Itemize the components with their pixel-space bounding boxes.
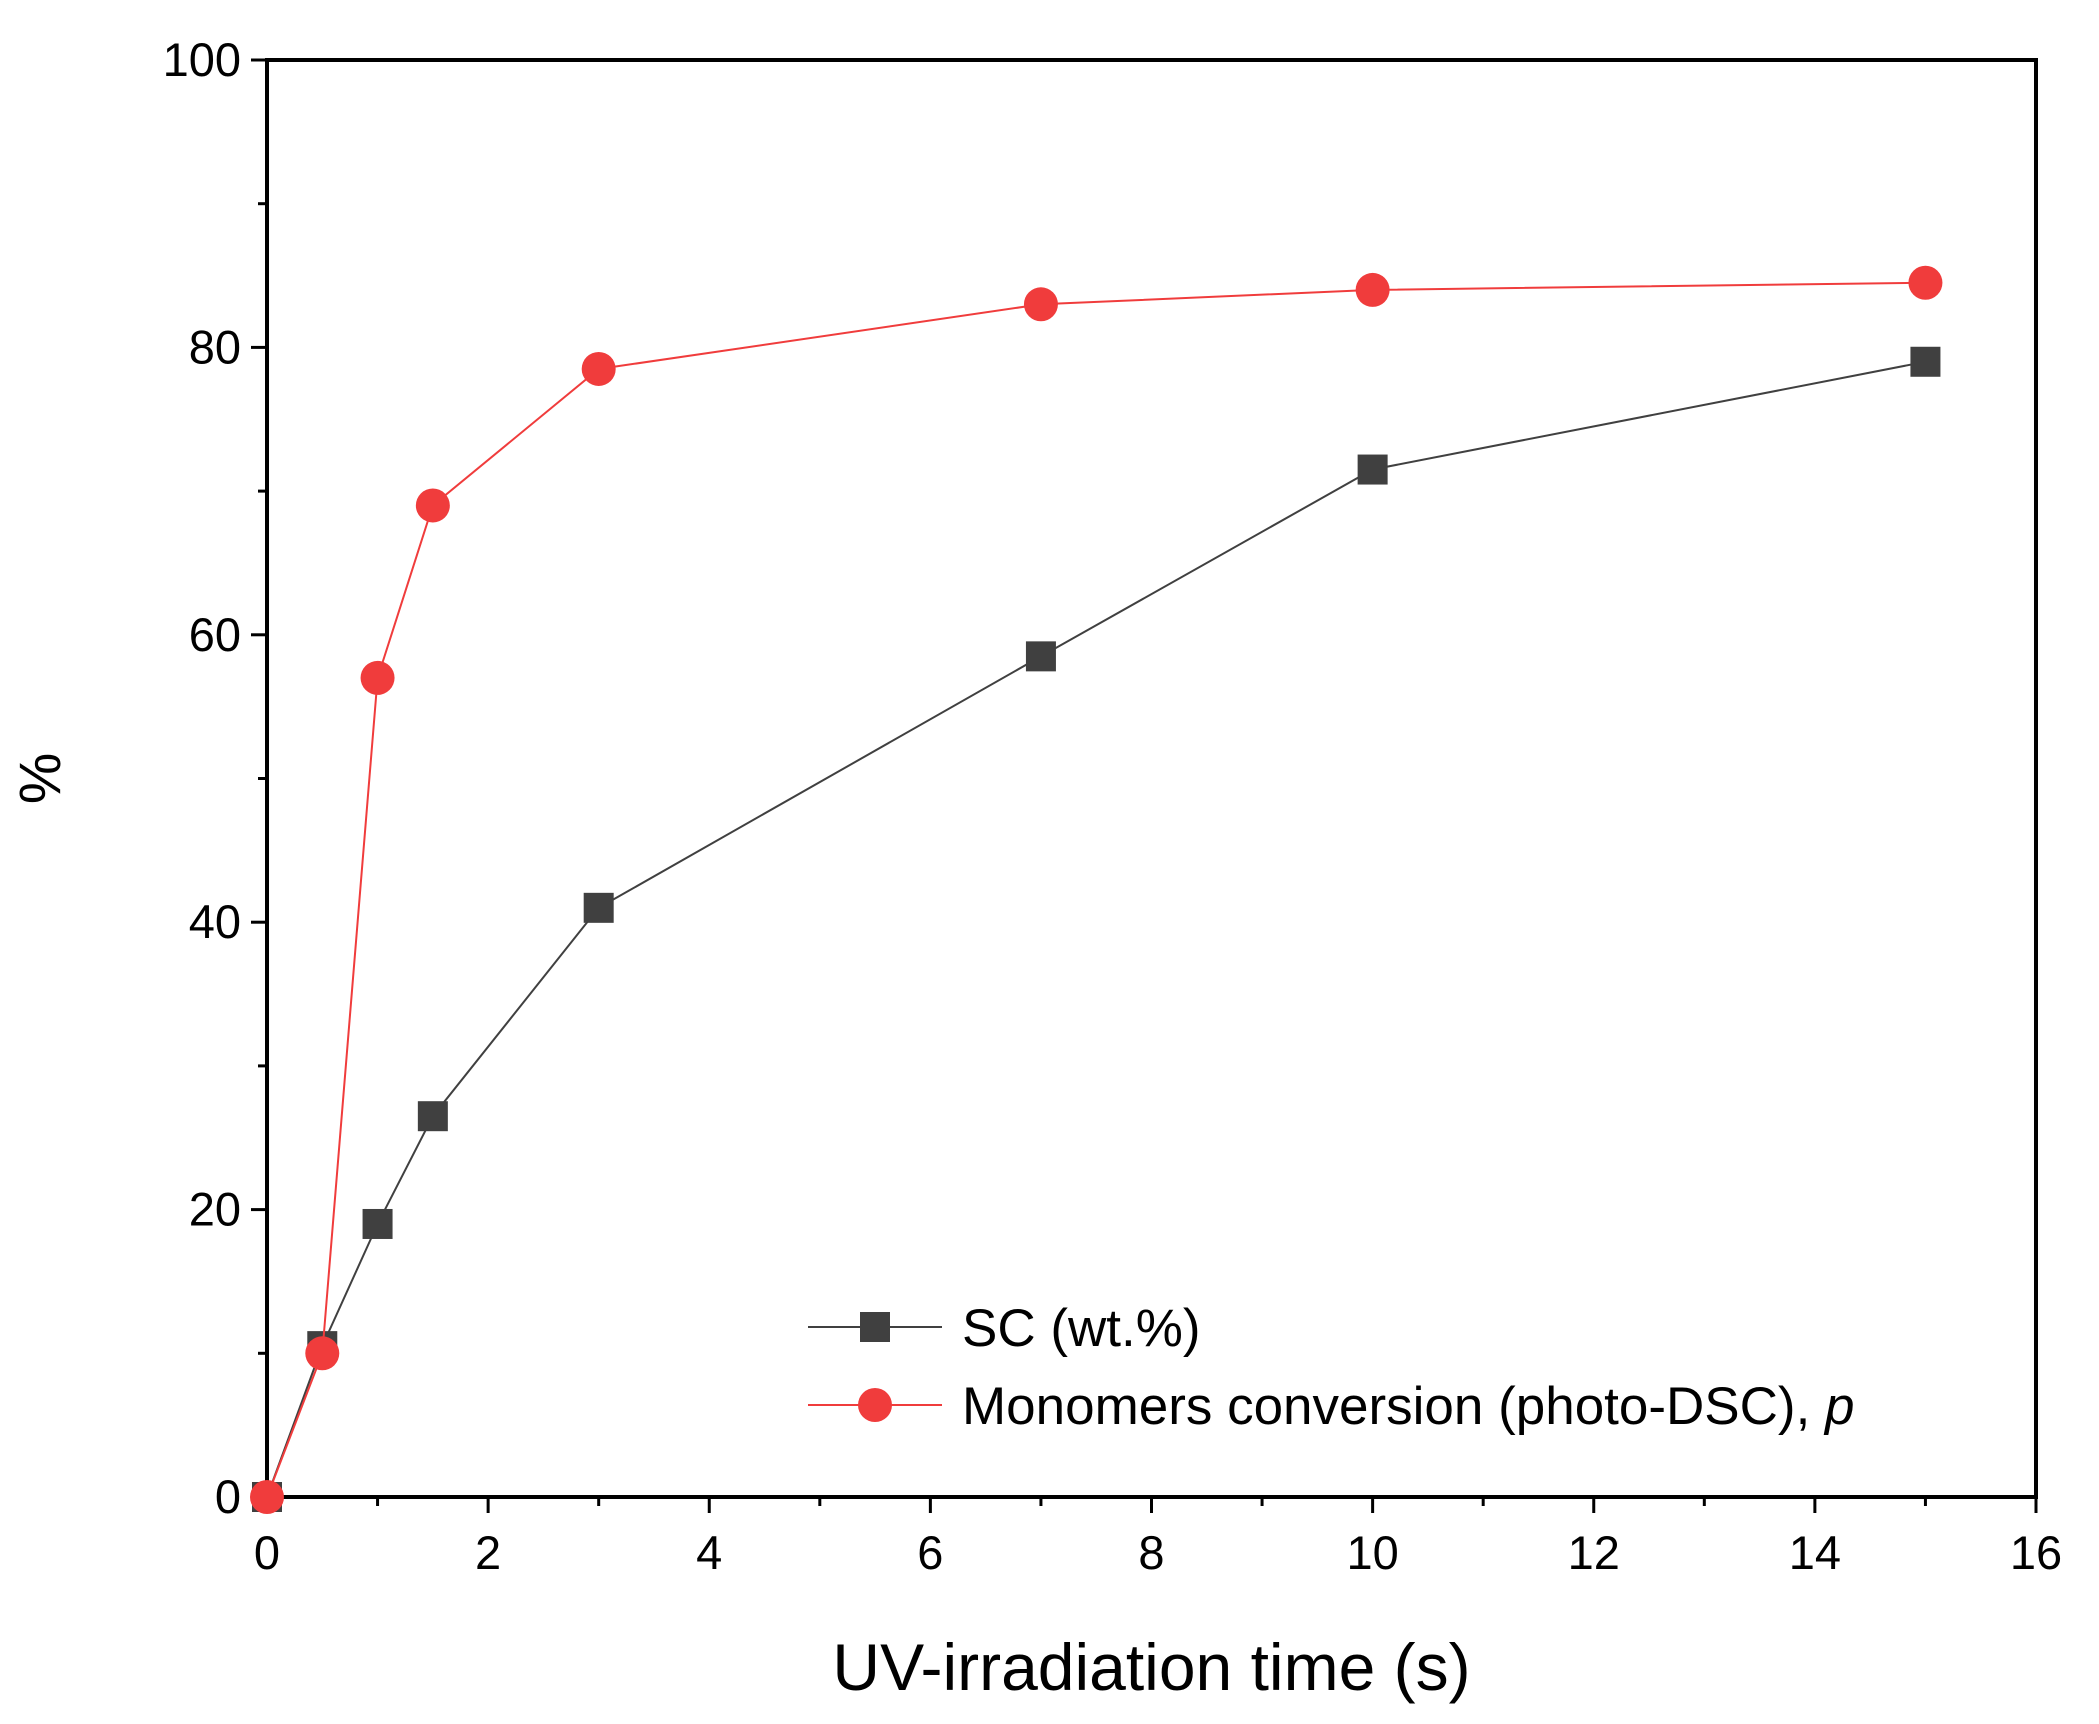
x-tick-label: 12 xyxy=(1568,1526,1620,1579)
y-tick-label: 60 xyxy=(189,608,241,661)
data-point-square xyxy=(1910,346,1941,377)
y-axis-title: % xyxy=(8,753,73,805)
data-point-circle xyxy=(1355,272,1390,307)
legend-label-conversion-p: p xyxy=(1823,1377,1854,1436)
series-line xyxy=(266,360,1926,1498)
y-tick-label: 20 xyxy=(189,1183,241,1236)
series-line xyxy=(266,281,1926,1498)
legend-marker-conversion xyxy=(858,1388,892,1422)
data-point-circle xyxy=(415,488,450,523)
series-1 xyxy=(250,265,1943,1514)
data-point-circle xyxy=(250,1480,284,1514)
x-tick-label: 8 xyxy=(1138,1526,1164,1579)
plot-frame xyxy=(265,58,2038,1499)
data-point-circle xyxy=(1023,287,1058,322)
data-point-circle xyxy=(360,660,395,695)
series-layer xyxy=(250,265,1943,1514)
data-point-square xyxy=(1025,641,1056,672)
data-point-circle xyxy=(305,1336,340,1371)
x-tick-label: 0 xyxy=(254,1526,280,1579)
x-tick-label: 10 xyxy=(1346,1526,1398,1579)
data-point-square xyxy=(1357,454,1388,485)
data-point-circle xyxy=(1908,265,1943,300)
axes: 0 2 4 6 8 10 12 14 16 0 20 40 60 80 100 xyxy=(163,33,2063,1579)
x-tick-label: 6 xyxy=(917,1526,943,1579)
y-tick-label: 40 xyxy=(189,895,241,948)
legend-label-conversion-main: Monomers conversion (photo-DSC), xyxy=(962,1377,1825,1436)
y-tick-label: 0 xyxy=(215,1470,241,1523)
legend-label-conversion: Monomers conversion (photo-DSC), p xyxy=(962,1377,1855,1436)
x-axis-title: UV-irradiation time (s) xyxy=(832,1630,1470,1704)
legend-label-sc: SC (wt.%) xyxy=(962,1299,1201,1358)
x-tick-label: 16 xyxy=(2010,1526,2062,1579)
x-tick-label: 4 xyxy=(696,1526,722,1579)
data-point-square xyxy=(362,1208,393,1239)
data-point-square xyxy=(583,892,614,923)
y-tick-label: 80 xyxy=(189,320,241,373)
y-tick-label: 100 xyxy=(163,33,241,86)
data-point-square xyxy=(417,1101,448,1132)
x-tick-label: 2 xyxy=(475,1526,501,1579)
x-tick-label: 14 xyxy=(1789,1526,1841,1579)
legend: SC (wt.%) Monomers conversion (photo-DSC… xyxy=(808,1299,1855,1436)
legend-marker-sc xyxy=(860,1312,890,1342)
data-point-circle xyxy=(581,351,616,386)
